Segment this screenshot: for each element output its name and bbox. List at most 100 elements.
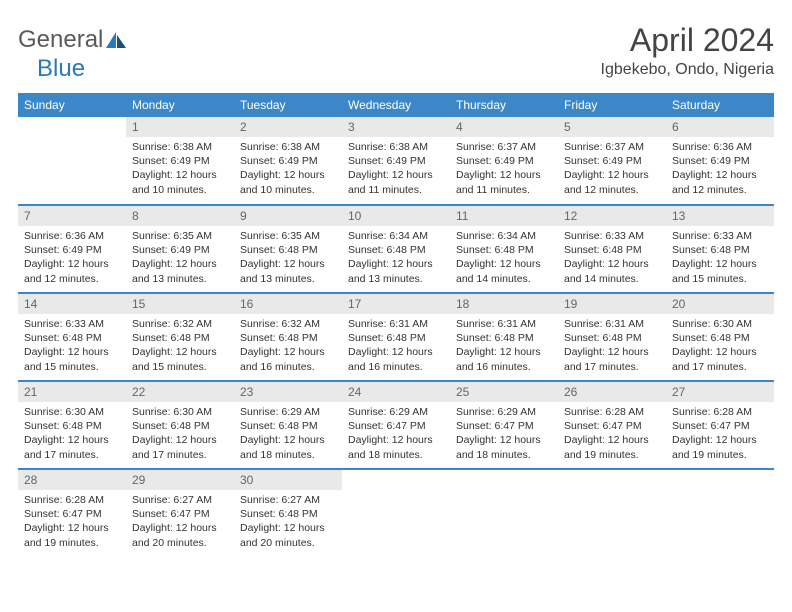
day-details: Sunrise: 6:29 AMSunset: 6:47 PMDaylight:…: [450, 402, 558, 465]
day-number: 30: [234, 470, 342, 490]
day-details: Sunrise: 6:31 AMSunset: 6:48 PMDaylight:…: [558, 314, 666, 377]
calendar-day-cell: 2Sunrise: 6:38 AMSunset: 6:49 PMDaylight…: [234, 117, 342, 205]
day-number: 8: [126, 206, 234, 226]
calendar-day-cell: 12Sunrise: 6:33 AMSunset: 6:48 PMDayligh…: [558, 205, 666, 293]
day-number: 17: [342, 294, 450, 314]
day-number: 24: [342, 382, 450, 402]
day-details: Sunrise: 6:28 AMSunset: 6:47 PMDaylight:…: [666, 402, 774, 465]
day-number: 7: [18, 206, 126, 226]
calendar-day-cell: 13Sunrise: 6:33 AMSunset: 6:48 PMDayligh…: [666, 205, 774, 293]
day-details: Sunrise: 6:33 AMSunset: 6:48 PMDaylight:…: [666, 226, 774, 289]
day-number: 6: [666, 117, 774, 137]
calendar-day-cell: [666, 469, 774, 557]
day-number: 28: [18, 470, 126, 490]
calendar-day-cell: [450, 469, 558, 557]
weekday-header: Friday: [558, 93, 666, 117]
day-details: Sunrise: 6:27 AMSunset: 6:47 PMDaylight:…: [126, 490, 234, 553]
day-details: Sunrise: 6:30 AMSunset: 6:48 PMDaylight:…: [666, 314, 774, 377]
day-details: Sunrise: 6:30 AMSunset: 6:48 PMDaylight:…: [18, 402, 126, 465]
calendar-day-cell: 28Sunrise: 6:28 AMSunset: 6:47 PMDayligh…: [18, 469, 126, 557]
weekday-header: Wednesday: [342, 93, 450, 117]
logo: General: [18, 22, 129, 54]
day-details: Sunrise: 6:37 AMSunset: 6:49 PMDaylight:…: [450, 137, 558, 200]
calendar-day-cell: 27Sunrise: 6:28 AMSunset: 6:47 PMDayligh…: [666, 381, 774, 469]
day-number: 14: [18, 294, 126, 314]
day-number: 22: [126, 382, 234, 402]
day-details: Sunrise: 6:35 AMSunset: 6:49 PMDaylight:…: [126, 226, 234, 289]
calendar-day-cell: 15Sunrise: 6:32 AMSunset: 6:48 PMDayligh…: [126, 293, 234, 381]
day-number: 27: [666, 382, 774, 402]
calendar-day-cell: 4Sunrise: 6:37 AMSunset: 6:49 PMDaylight…: [450, 117, 558, 205]
logo-sail-icon: [105, 31, 127, 49]
calendar-day-cell: 22Sunrise: 6:30 AMSunset: 6:48 PMDayligh…: [126, 381, 234, 469]
day-number: 19: [558, 294, 666, 314]
day-details: Sunrise: 6:36 AMSunset: 6:49 PMDaylight:…: [18, 226, 126, 289]
day-number: 10: [342, 206, 450, 226]
calendar-day-cell: 14Sunrise: 6:33 AMSunset: 6:48 PMDayligh…: [18, 293, 126, 381]
day-details: Sunrise: 6:32 AMSunset: 6:48 PMDaylight:…: [126, 314, 234, 377]
calendar-day-cell: 9Sunrise: 6:35 AMSunset: 6:48 PMDaylight…: [234, 205, 342, 293]
calendar-week-row: 21Sunrise: 6:30 AMSunset: 6:48 PMDayligh…: [18, 381, 774, 469]
day-number: 13: [666, 206, 774, 226]
weekday-header: Saturday: [666, 93, 774, 117]
day-number: 5: [558, 117, 666, 137]
day-number: 11: [450, 206, 558, 226]
day-details: Sunrise: 6:30 AMSunset: 6:48 PMDaylight:…: [126, 402, 234, 465]
day-details: Sunrise: 6:38 AMSunset: 6:49 PMDaylight:…: [126, 137, 234, 200]
logo-text-general: General: [18, 26, 103, 54]
day-details: Sunrise: 6:36 AMSunset: 6:49 PMDaylight:…: [666, 137, 774, 200]
day-number: 1: [126, 117, 234, 137]
calendar-day-cell: 21Sunrise: 6:30 AMSunset: 6:48 PMDayligh…: [18, 381, 126, 469]
day-number: 23: [234, 382, 342, 402]
weekday-header: Monday: [126, 93, 234, 117]
calendar-day-cell: [342, 469, 450, 557]
day-number: 4: [450, 117, 558, 137]
day-details: Sunrise: 6:37 AMSunset: 6:49 PMDaylight:…: [558, 137, 666, 200]
calendar-day-cell: [558, 469, 666, 557]
calendar-day-cell: 26Sunrise: 6:28 AMSunset: 6:47 PMDayligh…: [558, 381, 666, 469]
calendar-body: 1Sunrise: 6:38 AMSunset: 6:49 PMDaylight…: [18, 117, 774, 557]
day-details: Sunrise: 6:31 AMSunset: 6:48 PMDaylight:…: [342, 314, 450, 377]
calendar-day-cell: 24Sunrise: 6:29 AMSunset: 6:47 PMDayligh…: [342, 381, 450, 469]
day-number: 29: [126, 470, 234, 490]
calendar-week-row: 1Sunrise: 6:38 AMSunset: 6:49 PMDaylight…: [18, 117, 774, 205]
weekday-header: Thursday: [450, 93, 558, 117]
calendar-week-row: 7Sunrise: 6:36 AMSunset: 6:49 PMDaylight…: [18, 205, 774, 293]
day-details: Sunrise: 6:32 AMSunset: 6:48 PMDaylight:…: [234, 314, 342, 377]
month-title: April 2024: [601, 22, 774, 59]
calendar-week-row: 28Sunrise: 6:28 AMSunset: 6:47 PMDayligh…: [18, 469, 774, 557]
day-number: 9: [234, 206, 342, 226]
day-details: Sunrise: 6:38 AMSunset: 6:49 PMDaylight:…: [342, 137, 450, 200]
day-number: 16: [234, 294, 342, 314]
day-details: Sunrise: 6:28 AMSunset: 6:47 PMDaylight:…: [558, 402, 666, 465]
logo-text-blue: Blue: [37, 55, 792, 83]
calendar-week-row: 14Sunrise: 6:33 AMSunset: 6:48 PMDayligh…: [18, 293, 774, 381]
calendar-day-cell: [18, 117, 126, 205]
day-number: 2: [234, 117, 342, 137]
calendar-day-cell: 30Sunrise: 6:27 AMSunset: 6:48 PMDayligh…: [234, 469, 342, 557]
day-number: 26: [558, 382, 666, 402]
calendar-day-cell: 1Sunrise: 6:38 AMSunset: 6:49 PMDaylight…: [126, 117, 234, 205]
calendar-day-cell: 3Sunrise: 6:38 AMSunset: 6:49 PMDaylight…: [342, 117, 450, 205]
calendar-day-cell: 11Sunrise: 6:34 AMSunset: 6:48 PMDayligh…: [450, 205, 558, 293]
day-number: 20: [666, 294, 774, 314]
day-details: Sunrise: 6:29 AMSunset: 6:48 PMDaylight:…: [234, 402, 342, 465]
day-number: 18: [450, 294, 558, 314]
calendar-day-cell: 20Sunrise: 6:30 AMSunset: 6:48 PMDayligh…: [666, 293, 774, 381]
day-details: Sunrise: 6:31 AMSunset: 6:48 PMDaylight:…: [450, 314, 558, 377]
day-number: 3: [342, 117, 450, 137]
calendar-table: SundayMondayTuesdayWednesdayThursdayFrid…: [18, 93, 774, 557]
day-details: Sunrise: 6:27 AMSunset: 6:48 PMDaylight:…: [234, 490, 342, 553]
day-details: Sunrise: 6:29 AMSunset: 6:47 PMDaylight:…: [342, 402, 450, 465]
calendar-day-cell: 6Sunrise: 6:36 AMSunset: 6:49 PMDaylight…: [666, 117, 774, 205]
day-details: Sunrise: 6:35 AMSunset: 6:48 PMDaylight:…: [234, 226, 342, 289]
day-details: Sunrise: 6:33 AMSunset: 6:48 PMDaylight:…: [18, 314, 126, 377]
day-number: 25: [450, 382, 558, 402]
day-number: 21: [18, 382, 126, 402]
day-details: Sunrise: 6:38 AMSunset: 6:49 PMDaylight:…: [234, 137, 342, 200]
day-number: 12: [558, 206, 666, 226]
calendar-day-cell: 8Sunrise: 6:35 AMSunset: 6:49 PMDaylight…: [126, 205, 234, 293]
calendar-day-cell: 17Sunrise: 6:31 AMSunset: 6:48 PMDayligh…: [342, 293, 450, 381]
calendar-header-row: SundayMondayTuesdayWednesdayThursdayFrid…: [18, 93, 774, 117]
calendar-day-cell: 7Sunrise: 6:36 AMSunset: 6:49 PMDaylight…: [18, 205, 126, 293]
